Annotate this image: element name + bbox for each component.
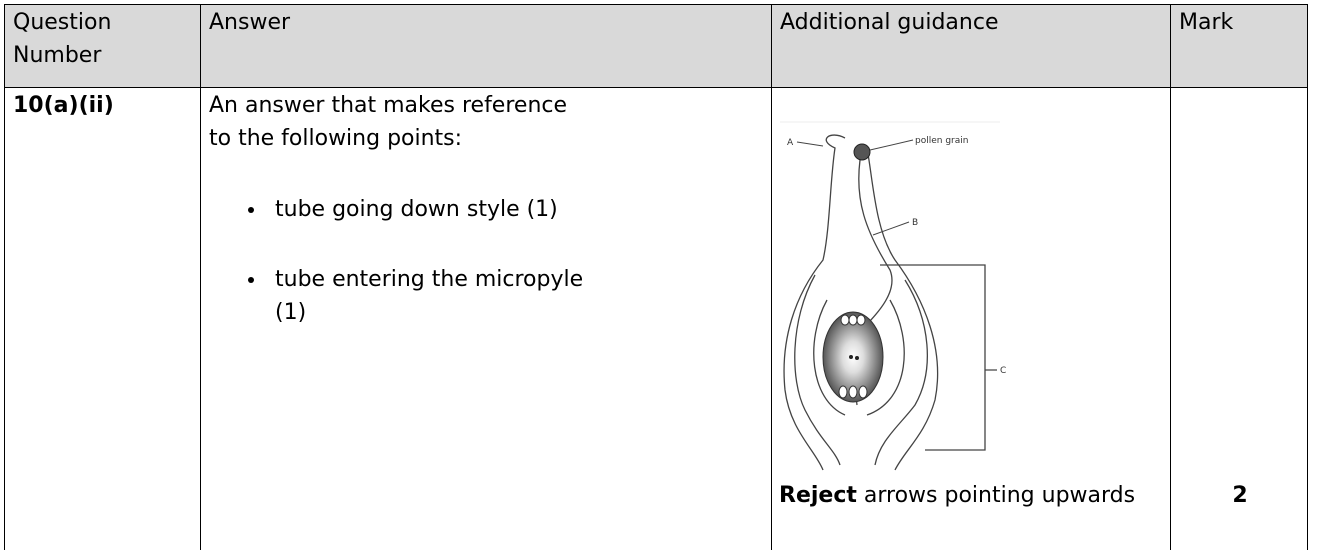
header-cell: Answer [201, 5, 772, 88]
answer-cell: An answer that makes reference to the fo… [201, 88, 772, 550]
diagram-label: C [1000, 366, 1006, 376]
diagram-label: pollen grain [915, 136, 968, 146]
mark-value: 2 [1170, 481, 1310, 511]
pollen-tube-diagram: A pollen grain B C [775, 120, 1035, 475]
answer-point: tube entering the micropyle (1) [267, 263, 607, 329]
mark-scheme-table: Question Number Answer Additional guidan… [4, 4, 1308, 550]
header-cell: Additional guidance [772, 5, 1171, 88]
page: Question Number Answer Additional guidan… [0, 0, 1318, 537]
header-cell: Question Number [5, 5, 201, 88]
question-number: 10(a)(ii) [5, 88, 201, 550]
guidance-rest: arrows pointing upwards [864, 483, 1135, 508]
guidance-bold: Reject [779, 483, 857, 508]
answer-points: tube going down style (1) tube entering … [209, 193, 607, 329]
diagram-label: A [787, 138, 794, 148]
diagram-label: B [912, 218, 918, 228]
guidance-text: Reject arrows pointing upwards [779, 481, 1159, 511]
answer-point: tube going down style (1) [267, 193, 607, 226]
header-cell: Mark [1171, 5, 1308, 88]
answer-intro: An answer that makes reference to the fo… [209, 89, 579, 155]
header-row: Question Number Answer Additional guidan… [5, 5, 1308, 88]
